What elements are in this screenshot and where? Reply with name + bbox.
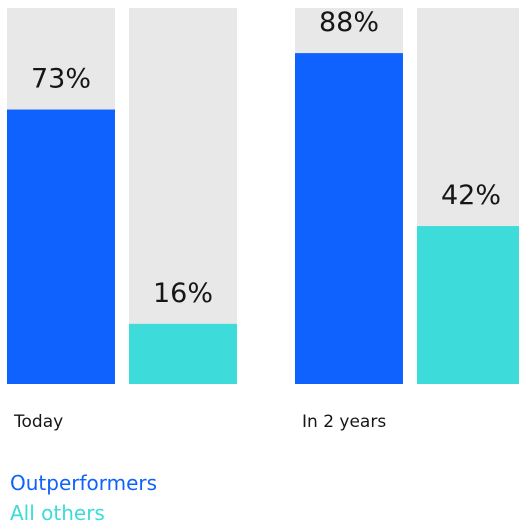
category-label: Today xyxy=(13,412,63,432)
legend-entry: Outperformers xyxy=(10,471,157,495)
value-label: 16% xyxy=(153,278,213,309)
value-label: 42% xyxy=(441,180,501,211)
bar xyxy=(417,226,519,384)
bar xyxy=(7,109,115,385)
bar xyxy=(295,53,403,385)
category-label: In 2 years xyxy=(302,412,386,432)
value-label: 73% xyxy=(31,64,91,95)
legend-entry: All others xyxy=(10,501,105,525)
value-label: 88% xyxy=(319,7,379,38)
bar xyxy=(129,323,237,384)
bar-track xyxy=(129,8,237,384)
